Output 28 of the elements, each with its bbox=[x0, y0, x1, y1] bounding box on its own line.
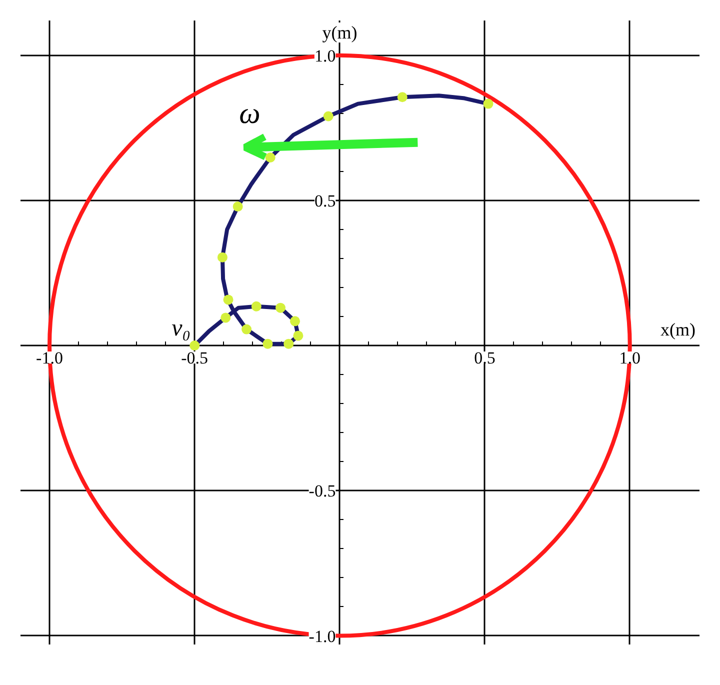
point bbox=[284, 338, 294, 349]
point bbox=[220, 312, 231, 323]
annotation: v₀ bbox=[172, 316, 191, 342]
annotation: ω bbox=[239, 96, 260, 130]
point bbox=[265, 152, 276, 162]
point bbox=[190, 340, 200, 351]
point bbox=[397, 92, 408, 102]
x-tick-label: -1.0 bbox=[36, 348, 63, 368]
x-tick-label: 0.5 bbox=[474, 348, 496, 368]
point bbox=[232, 202, 243, 212]
point bbox=[293, 330, 304, 341]
y-tick-label: 1.0 bbox=[314, 46, 336, 66]
point bbox=[290, 316, 300, 326]
y-tick-label: -0.5 bbox=[308, 482, 336, 501]
y-tick-label: -1.0 bbox=[308, 626, 336, 646]
y-axis-title: y(m) bbox=[322, 22, 358, 42]
y-tick-label: 0.5 bbox=[314, 191, 336, 210]
point bbox=[217, 252, 228, 262]
point bbox=[251, 301, 262, 312]
point bbox=[242, 324, 252, 334]
point bbox=[483, 98, 494, 109]
point bbox=[223, 294, 234, 305]
x-tick-label: -0.5 bbox=[181, 348, 208, 368]
x-axis-title: x(m) bbox=[660, 320, 696, 340]
point bbox=[262, 338, 273, 349]
x-tick-label: 1.0 bbox=[619, 348, 640, 368]
point bbox=[323, 111, 334, 122]
point bbox=[275, 302, 286, 313]
